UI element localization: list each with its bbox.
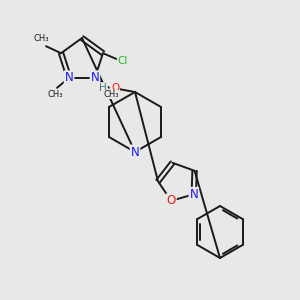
Text: H: H [99, 83, 107, 93]
Text: CH₃: CH₃ [33, 34, 49, 43]
Text: N: N [65, 71, 74, 84]
Text: O: O [167, 194, 176, 207]
Text: N: N [189, 188, 198, 201]
Text: CH₃: CH₃ [103, 90, 119, 99]
Text: N: N [91, 71, 99, 84]
Text: CH₃: CH₃ [47, 90, 63, 99]
Text: O: O [111, 83, 119, 93]
Text: Cl: Cl [118, 56, 128, 66]
Text: N: N [130, 146, 140, 158]
